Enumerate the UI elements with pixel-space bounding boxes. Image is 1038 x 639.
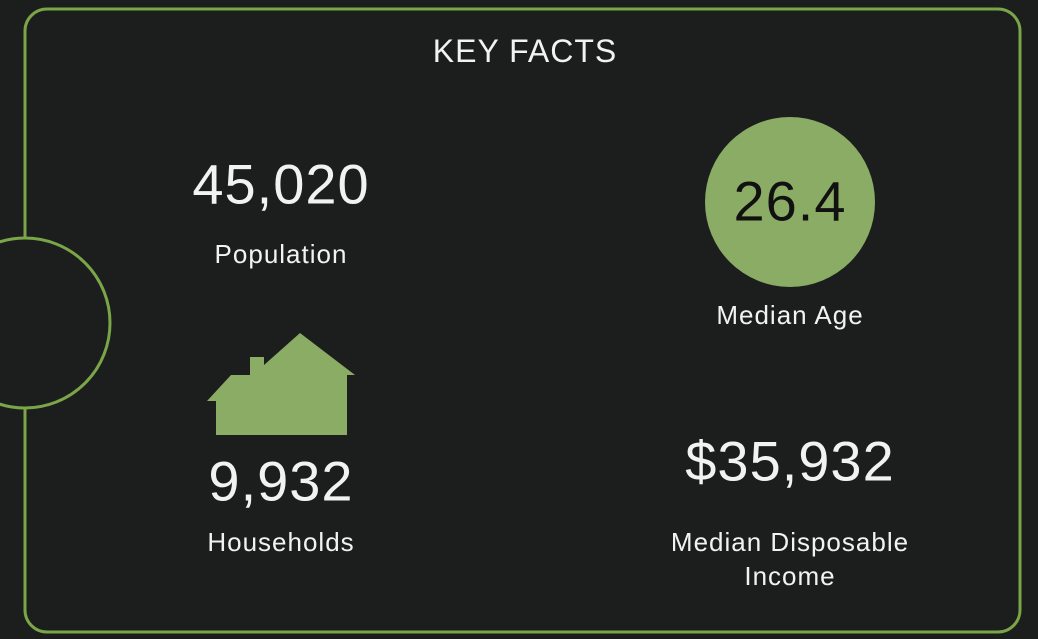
fact-label: Median Age	[716, 300, 864, 331]
side-circle	[0, 236, 112, 410]
fact-label: Households	[207, 527, 355, 558]
fact-value: $35,932	[685, 429, 895, 493]
fact-label: Median Disposable Income	[670, 527, 910, 591]
fact-label: Population	[214, 239, 348, 270]
fact-value: 9,932	[208, 449, 354, 513]
house-icon	[207, 333, 355, 435]
fact-value: 45,020	[192, 152, 370, 216]
title: KEY FACTS	[432, 33, 618, 70]
age-badge	[705, 117, 875, 287]
fact-value: 26.4	[733, 169, 847, 233]
